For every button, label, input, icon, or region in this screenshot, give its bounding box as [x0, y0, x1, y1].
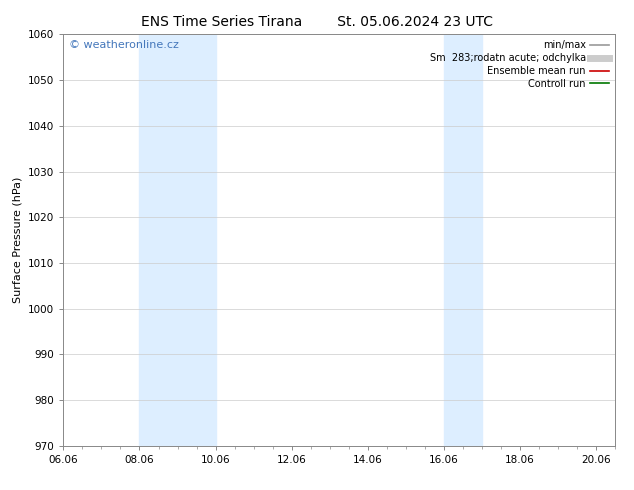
Text: ENS Time Series Tirana        St. 05.06.2024 23 UTC: ENS Time Series Tirana St. 05.06.2024 23… — [141, 15, 493, 29]
Legend: min/max, Sm  283;rodatn acute; odchylka, Ensemble mean run, Controll run: min/max, Sm 283;rodatn acute; odchylka, … — [426, 36, 613, 93]
Bar — [139, 34, 216, 446]
Bar — [444, 34, 482, 446]
Text: © weatheronline.cz: © weatheronline.cz — [69, 41, 179, 50]
Y-axis label: Surface Pressure (hPa): Surface Pressure (hPa) — [13, 177, 23, 303]
